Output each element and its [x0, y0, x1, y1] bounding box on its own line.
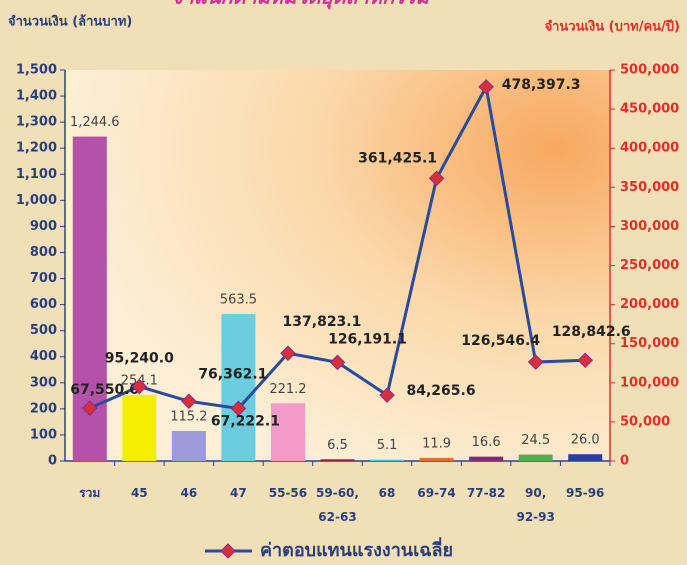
y-tick-label: 1,300: [16, 115, 57, 130]
bar: [320, 459, 355, 461]
line-label: 126,191.1: [328, 331, 407, 347]
bar: [270, 403, 305, 461]
y2-tick-label: 500,000: [620, 63, 679, 78]
x-tick-label: 46: [180, 486, 198, 500]
y2-axis-label: จำนวนเงิน (บาท/คน/ปี): [544, 19, 680, 35]
line-marker: [81, 400, 98, 416]
y-tick-label: 600: [30, 297, 57, 312]
x-tick-label: 77-82: [466, 486, 506, 500]
bar-label: 563.5: [220, 293, 257, 308]
bar-label: 1,244.6: [70, 115, 120, 130]
y-tick-label: 800: [30, 245, 57, 260]
y-tick-label: 900: [30, 219, 57, 234]
x-tick-label: 68: [378, 486, 396, 500]
bar-label: 221.2: [269, 382, 306, 397]
y2-tick-label: 50,000: [620, 414, 670, 429]
y2-tick-label: 450,000: [620, 102, 679, 117]
y-tick-label: 700: [30, 271, 57, 286]
line-marker: [428, 170, 445, 187]
line-marker: [329, 354, 346, 371]
line-marker: [131, 378, 148, 395]
line-marker: [527, 354, 544, 370]
line-label: 137,823.1: [283, 314, 362, 330]
y-tick-label: 1,000: [16, 193, 57, 208]
y-tick-label: 500: [30, 323, 57, 338]
y2-tick-label: 400,000: [620, 141, 679, 156]
y2-tick-label: 150,000: [620, 336, 679, 351]
bar: [469, 456, 504, 461]
line-label: 67,222.1: [211, 413, 280, 429]
y-tick-label: 1,500: [16, 63, 57, 78]
x-tick-label: 69-74: [417, 486, 456, 500]
y-tick-label: 400: [30, 349, 57, 364]
y-tick-label: 100: [30, 427, 57, 442]
bar: [518, 454, 553, 461]
line-label: 76,362.1: [198, 366, 267, 382]
y2-tick-label: 200,000: [620, 297, 679, 312]
y-tick-label: 300: [30, 375, 57, 390]
bar-label: 5.1: [377, 438, 398, 453]
line-marker: [280, 345, 296, 362]
x-tick-label: 55-56: [268, 486, 308, 500]
y-tick-label: 200: [30, 401, 57, 416]
line-marker: [478, 79, 494, 95]
line-label: 126,546.4: [461, 333, 540, 349]
x-tick-label: 59-60, 62-63: [316, 486, 359, 524]
line-marker: [230, 400, 247, 417]
y-tick-label: 1,200: [16, 141, 57, 156]
line-marker: [181, 393, 197, 410]
y2-tick-label: 100,000: [620, 375, 679, 390]
bar: [171, 430, 206, 461]
line-label: 128,842.6: [552, 324, 631, 340]
x-tick-label: 95-96: [566, 486, 605, 500]
bar: [419, 457, 454, 461]
y2-tick-label: 0: [620, 454, 629, 469]
bar-label: 16.6: [472, 435, 501, 450]
line-marker: [379, 387, 395, 403]
bar-label: 6.5: [327, 438, 348, 453]
x-tick-label: รวม: [79, 486, 101, 500]
bar-label: 115.2: [170, 409, 207, 424]
bar: [568, 454, 603, 461]
bar-label: 24.5: [521, 433, 550, 448]
bar: [221, 314, 256, 461]
line-label: 84,265.6: [406, 383, 475, 399]
x-tick-label: 45: [130, 486, 148, 500]
y-axis-label: จำนวนเงิน (ล้านบาท): [8, 14, 132, 30]
bar: [370, 459, 405, 461]
bar-label: 11.9: [422, 436, 451, 451]
x-tick-label: 90, 92-93: [516, 486, 555, 524]
line-label: 67,550.0: [70, 382, 139, 398]
bar: [122, 394, 157, 461]
chart-title: จำแนกตามหมวดอุตสาหกรรม: [171, 0, 431, 10]
line-marker: [577, 352, 594, 369]
y-tick-label: 1,100: [16, 167, 57, 182]
bar-label: 26.0: [571, 433, 600, 448]
x-tick-label: 47: [230, 486, 247, 500]
line-label: 361,425.1: [358, 150, 437, 166]
legend-label: ค่าตอบแทนแรงงานเฉลี่ย: [260, 537, 453, 561]
y-tick-label: 0: [48, 454, 57, 469]
line-label: 95,240.0: [105, 351, 174, 367]
y2-tick-label: 350,000: [620, 180, 679, 195]
y-tick-label: 1,400: [16, 89, 57, 104]
y2-tick-label: 300,000: [620, 219, 679, 234]
y2-tick-label: 250,000: [620, 258, 679, 273]
legend-marker: [220, 543, 236, 559]
line-label: 478,397.3: [502, 77, 581, 93]
